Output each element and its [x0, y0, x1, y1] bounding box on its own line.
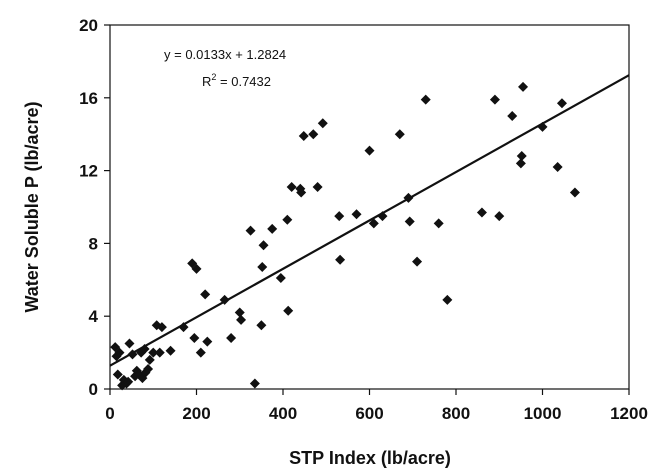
- data-point: [404, 216, 415, 227]
- data-point: [308, 129, 319, 140]
- y-tick-label: 16: [79, 89, 98, 108]
- data-point: [556, 98, 567, 109]
- data-point: [256, 320, 267, 331]
- data-point: [394, 129, 405, 140]
- data-point: [249, 378, 260, 389]
- data-point: [219, 294, 230, 305]
- data-point: [518, 81, 529, 92]
- data-point: [156, 322, 167, 333]
- data-point: [569, 187, 580, 198]
- data-point: [433, 218, 444, 229]
- x-tick-label: 800: [442, 404, 470, 423]
- axis-ticks: [104, 24, 630, 395]
- data-point: [334, 211, 345, 222]
- data-point: [258, 240, 269, 251]
- data-point: [267, 223, 278, 234]
- data-point: [143, 363, 154, 374]
- data-point: [420, 94, 431, 105]
- r-squared-value: = 0.7432: [216, 74, 271, 89]
- data-point: [442, 294, 453, 305]
- data-point: [296, 187, 307, 198]
- y-tick-label: 4: [89, 307, 99, 326]
- data-point: [275, 272, 286, 283]
- data-point: [139, 343, 150, 354]
- data-point: [282, 214, 293, 225]
- data-point: [312, 181, 323, 192]
- data-point: [124, 338, 135, 349]
- data-point: [552, 161, 563, 172]
- trendline: [109, 74, 630, 367]
- data-point: [200, 289, 211, 300]
- r-squared-label: R2 = 0.7432: [202, 72, 271, 89]
- data-points: [110, 81, 580, 391]
- data-point: [507, 111, 518, 121]
- data-point: [257, 262, 268, 273]
- r-squared-superscript: 2: [211, 72, 216, 82]
- data-point: [317, 118, 328, 129]
- data-point: [154, 347, 165, 358]
- data-point: [148, 347, 159, 358]
- data-point: [515, 158, 526, 169]
- data-point: [412, 256, 423, 267]
- data-point: [286, 181, 297, 192]
- x-tick-label: 1200: [610, 404, 648, 423]
- plot-frame: [109, 24, 630, 390]
- data-point: [537, 121, 548, 132]
- x-tick-label: 0: [105, 404, 114, 423]
- data-point: [476, 207, 487, 218]
- data-point: [202, 336, 213, 347]
- y-axis-title: Water Soluble P (lb/acre): [22, 101, 42, 312]
- data-point: [226, 333, 237, 344]
- data-point: [127, 349, 138, 360]
- data-point: [245, 225, 256, 236]
- data-point: [368, 218, 379, 229]
- data-point: [191, 263, 202, 274]
- x-tick-label: 200: [182, 404, 210, 423]
- y-tick-label: 8: [89, 234, 98, 253]
- axis-tick-labels: 0 200 400 600 800 1000 1200 0 4 8 12 16 20: [79, 16, 648, 423]
- data-point: [123, 376, 134, 387]
- data-point: [351, 209, 362, 220]
- x-axis-title: STP Index (lb/acre): [289, 448, 451, 468]
- data-point: [403, 192, 414, 203]
- data-point: [335, 254, 346, 265]
- data-point: [195, 347, 206, 358]
- data-point: [144, 354, 155, 365]
- x-tick-label: 600: [355, 404, 383, 423]
- data-point: [114, 347, 125, 358]
- data-point: [112, 369, 123, 380]
- data-point: [377, 211, 388, 222]
- data-point: [283, 305, 294, 316]
- data-point: [364, 145, 375, 156]
- y-tick-label: 0: [89, 380, 98, 399]
- r-squared-prefix: R: [202, 74, 211, 89]
- x-tick-label: 1000: [524, 404, 562, 423]
- data-point: [165, 345, 176, 356]
- y-tick-label: 20: [79, 16, 98, 35]
- data-point: [189, 333, 200, 344]
- data-point: [236, 314, 247, 325]
- data-point: [178, 322, 189, 333]
- y-tick-label: 12: [79, 162, 98, 181]
- data-point: [494, 211, 505, 222]
- data-point: [298, 131, 309, 142]
- data-point: [516, 151, 527, 162]
- trendline-equation: y = 0.0133x + 1.2824: [164, 47, 286, 62]
- x-tick-label: 400: [269, 404, 297, 423]
- data-point: [489, 94, 500, 105]
- data-point: [234, 307, 245, 318]
